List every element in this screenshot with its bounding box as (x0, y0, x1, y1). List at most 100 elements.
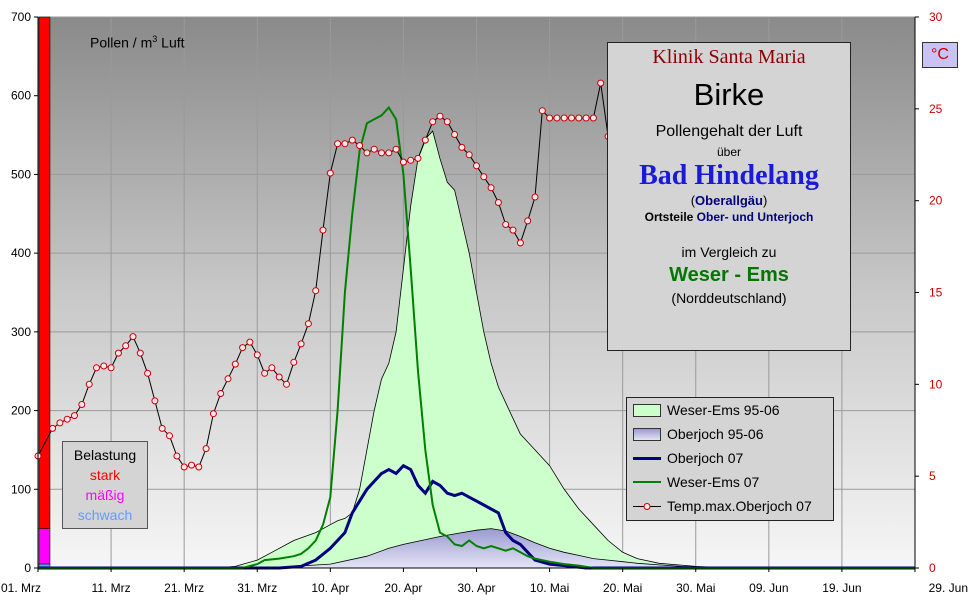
area-oberjoch-95-06 (38, 528, 915, 569)
temp-marker (231, 360, 239, 368)
left-tick-label: 300 (11, 325, 31, 339)
temp-marker (304, 320, 312, 328)
temp-marker (370, 145, 378, 153)
temp-marker (494, 199, 502, 206)
temp-marker (129, 333, 137, 341)
x-tick-label: 20. Mai (603, 581, 642, 595)
vergleich-text: im Vergleich zu (681, 244, 777, 260)
temperature-unit-badge: °C (922, 42, 958, 68)
temp-marker (224, 375, 232, 383)
region-line: (Oberallgäu) (690, 193, 768, 208)
belastung-title: Belastung (73, 447, 137, 463)
legend-item: Oberjoch 95-06 (633, 424, 764, 444)
temp-marker (268, 364, 276, 372)
legend-swatch-weser-ems-95-06 (633, 403, 661, 417)
temp-marker (180, 463, 188, 471)
x-tick-label: 30. Apr (457, 581, 495, 595)
temp-marker (136, 349, 144, 357)
temp-marker (144, 369, 152, 377)
temp-marker (524, 217, 532, 225)
temp-marker (290, 358, 298, 366)
series-group (34, 16, 915, 570)
pollen-unit-label: Pollen / m3 Luft (90, 34, 185, 51)
compare-region: Weser - Ems (669, 264, 789, 286)
temp-marker (158, 424, 166, 432)
ortsteile-line: Ortsteile Ober- und Unterjoch (644, 210, 814, 224)
x-tick-label: 30. Mai (676, 581, 715, 595)
temp-marker (568, 114, 575, 122)
temp-marker (297, 340, 305, 348)
x-tick-label: 10. Mai (530, 581, 569, 595)
temp-marker (49, 424, 57, 432)
temp-marker (392, 145, 400, 153)
temp-marker (334, 140, 342, 148)
temp-marker (283, 380, 290, 388)
temp-marker (209, 410, 217, 418)
temp-marker (421, 136, 429, 144)
line-weser-ems-07 (38, 105, 915, 569)
temp-marker (597, 79, 605, 87)
temp-marker (217, 390, 225, 397)
temp-marker (575, 114, 583, 122)
temp-marker (100, 362, 108, 370)
temp-marker (531, 193, 539, 201)
temp-marker (246, 338, 254, 346)
x-tick-label: 10. Apr (311, 581, 349, 595)
temp-marker (516, 239, 524, 247)
temp-marker (188, 461, 195, 469)
right-tick-label: 30 (929, 10, 943, 24)
temp-marker (560, 114, 568, 122)
temp-marker (275, 373, 283, 381)
belastung-stark: stark (89, 467, 121, 483)
temp-marker (122, 342, 130, 350)
left-tick-label: 200 (11, 404, 31, 418)
location-name: Bad Hindelang (639, 160, 819, 191)
x-tick-label: 11. Mrz (92, 581, 131, 595)
legend-swatch-temp (633, 502, 661, 510)
belastung-schwach: schwach (77, 507, 133, 523)
line-oberjoch-07 (38, 463, 915, 570)
right-tick-label: 5 (929, 469, 936, 483)
temp-marker (480, 173, 488, 181)
info-ueber: über (716, 145, 742, 159)
temp-marker (78, 401, 86, 408)
legend-swatch-oberjoch-07 (633, 456, 661, 460)
legend-swatch-oberjoch-95-06 (633, 427, 661, 441)
right-tick-label: 10 (929, 377, 943, 391)
x-tick-label: 29. Jun (929, 581, 968, 595)
right-tick-label: 25 (929, 102, 943, 116)
temp-marker (202, 445, 210, 453)
temp-marker (71, 412, 78, 420)
x-tick-label: 20. Apr (384, 581, 422, 595)
temp-marker (63, 415, 71, 423)
temp-marker (385, 149, 393, 157)
temp-marker (589, 114, 597, 122)
temp-marker (93, 364, 100, 372)
temp-marker (465, 151, 473, 159)
temp-marker (407, 156, 415, 164)
temp-marker (261, 369, 269, 377)
belastung-maessig: mäßig (85, 487, 125, 503)
right-tick-label: 0 (929, 561, 936, 575)
temp-marker (151, 397, 159, 405)
right-tick-label: 15 (929, 286, 943, 300)
temp-marker (451, 131, 459, 138)
temp-marker (341, 140, 349, 148)
temp-marker (502, 221, 510, 228)
x-tick-label: 21. Mrz (164, 581, 204, 595)
temp-marker (312, 287, 320, 295)
temp-marker (166, 432, 173, 440)
temp-marker (458, 143, 466, 151)
temp-marker (348, 136, 356, 144)
clinic-name: Klinik Santa Maria (652, 46, 806, 68)
temp-marker (56, 419, 64, 427)
temp-marker (443, 118, 451, 126)
legend-swatch-weser-ems-07 (633, 481, 661, 483)
temp-marker (319, 226, 327, 234)
left-tick-label: 0 (24, 561, 31, 575)
legend-item: Weser-Ems 95-06 (633, 400, 780, 420)
axes: 0 100 200 300 400 500 600 700 0 5 10 15 20 25 30 01. Mr… (1, 10, 968, 595)
info-box: Klinik Santa Maria Birke Pollengehalt de… (607, 42, 851, 351)
temp-marker (378, 149, 385, 157)
temp-marker (195, 463, 203, 471)
